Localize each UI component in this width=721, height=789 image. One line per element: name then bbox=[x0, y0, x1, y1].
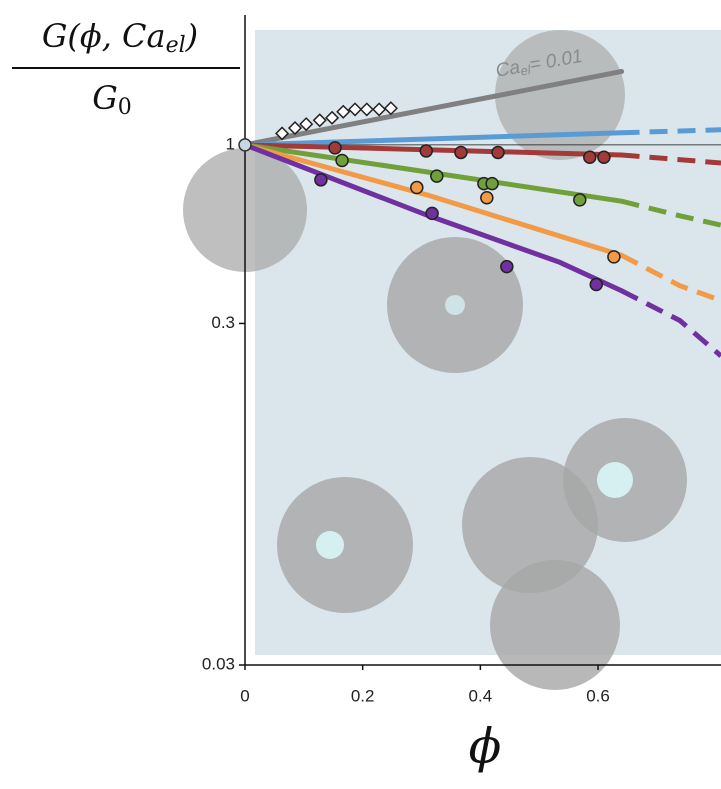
data-point bbox=[325, 110, 340, 125]
curve bbox=[242, 130, 625, 148]
data-point bbox=[299, 117, 314, 132]
data-point bbox=[583, 150, 597, 164]
text: Ca bbox=[494, 57, 522, 82]
data-point bbox=[485, 176, 499, 191]
curve bbox=[242, 68, 625, 148]
x-tick-label: 0.2 bbox=[351, 686, 375, 705]
x-tick-label: 0.4 bbox=[469, 686, 493, 705]
data-point bbox=[287, 120, 303, 136]
y-tick-label: 1 bbox=[226, 134, 235, 153]
data-point bbox=[589, 277, 604, 292]
data-point bbox=[607, 250, 621, 264]
data-point bbox=[312, 113, 327, 128]
subscript: el bbox=[519, 62, 533, 79]
data-point bbox=[336, 104, 351, 119]
curve bbox=[620, 198, 721, 228]
x-tick-label: 0.6 bbox=[586, 686, 610, 705]
data-point bbox=[430, 169, 444, 183]
y-tick-label: 0.3 bbox=[211, 313, 235, 332]
curve bbox=[620, 253, 721, 303]
data-point bbox=[491, 145, 505, 160]
data-point bbox=[314, 173, 328, 187]
data-point bbox=[359, 102, 374, 117]
data-point bbox=[454, 145, 468, 160]
curve bbox=[242, 142, 625, 258]
curve bbox=[620, 288, 721, 358]
curve bbox=[621, 152, 721, 166]
data-point bbox=[597, 150, 611, 164]
subscript: el bbox=[166, 33, 186, 58]
curve bbox=[242, 142, 625, 158]
data-point bbox=[425, 206, 439, 221]
data-point bbox=[372, 102, 387, 117]
data-point bbox=[500, 259, 514, 274]
data-point bbox=[335, 153, 349, 168]
data-point bbox=[238, 138, 252, 152]
background-photo bbox=[183, 30, 721, 690]
text: G bbox=[92, 79, 118, 117]
data-point bbox=[410, 180, 424, 195]
x-label: ϕ bbox=[469, 719, 502, 775]
data-point bbox=[347, 102, 363, 117]
data-point bbox=[275, 126, 290, 141]
data-point bbox=[573, 193, 587, 207]
data-point bbox=[383, 101, 398, 116]
curve bbox=[621, 127, 721, 136]
y-label-denominator: G0 bbox=[92, 79, 132, 121]
y-label-numerator: G(ϕ, Cael) bbox=[42, 17, 198, 59]
data-point bbox=[480, 191, 494, 205]
annotation: Cael= 0.01 bbox=[494, 46, 584, 83]
text: ) bbox=[185, 17, 198, 55]
y-tick-label: 0.03 bbox=[202, 654, 235, 673]
curve bbox=[242, 142, 625, 204]
data-point bbox=[328, 141, 342, 155]
subscript: 0 bbox=[118, 95, 132, 120]
curve bbox=[242, 142, 625, 294]
text: G(ϕ, Ca bbox=[42, 17, 166, 55]
x-tick-label: 0 bbox=[240, 686, 249, 705]
data-point bbox=[419, 144, 433, 158]
